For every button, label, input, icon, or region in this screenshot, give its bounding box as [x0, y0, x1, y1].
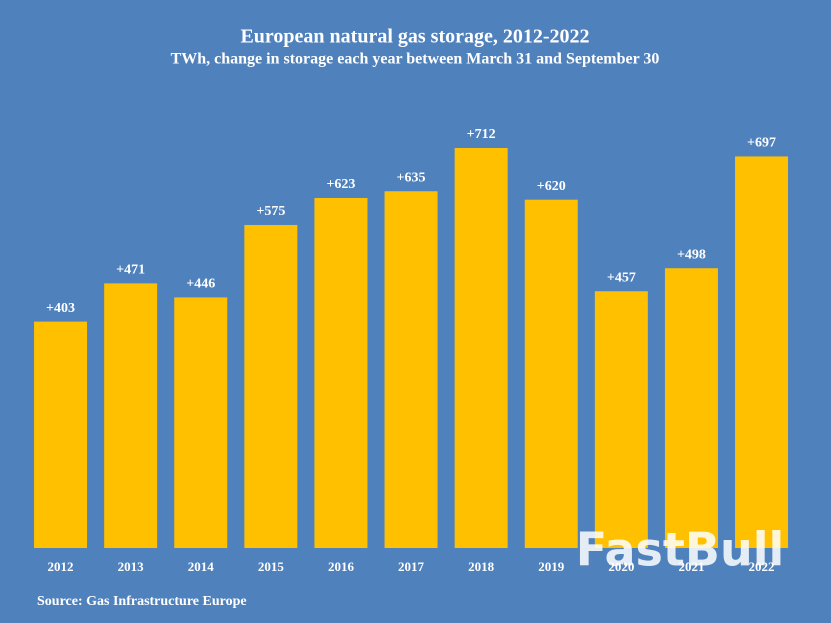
chart-subtitle: TWh, change in storage each year between…	[171, 51, 660, 68]
value-label: +471	[116, 263, 145, 278]
bar	[174, 297, 228, 548]
value-label: +697	[747, 136, 776, 151]
bar	[454, 148, 508, 548]
value-label: +712	[467, 127, 496, 142]
x-tick-label: 2013	[118, 559, 145, 574]
bar	[664, 268, 718, 548]
value-label: +403	[46, 301, 75, 316]
bar	[104, 283, 158, 548]
bar	[384, 191, 438, 548]
value-label: +620	[537, 179, 566, 194]
x-tick-label: 2018	[468, 559, 495, 574]
x-tick-label: 2012	[48, 559, 74, 574]
x-tick-label: 2017	[398, 559, 425, 574]
bar	[314, 198, 368, 548]
bar	[34, 321, 88, 548]
value-label: +575	[256, 204, 285, 219]
value-label: +498	[677, 247, 706, 262]
x-tick-label: 2015	[258, 559, 285, 574]
value-label: +635	[397, 170, 426, 185]
watermark: FastBull	[576, 523, 784, 577]
x-tick-label: 2014	[188, 559, 215, 574]
bar	[244, 224, 298, 548]
x-tick-label: 2022	[749, 559, 775, 574]
source: Source: Gas Infrastructure Europe	[37, 594, 247, 609]
value-label: +457	[607, 270, 636, 285]
value-label: +623	[326, 177, 355, 192]
x-tick-label: 2020	[608, 559, 634, 574]
value-label: +446	[186, 277, 215, 292]
x-tick-label: 2016	[328, 559, 355, 574]
bar	[524, 199, 578, 548]
x-tick-label: 2021	[678, 559, 704, 574]
bar	[594, 291, 648, 548]
chart-title: European natural gas storage, 2012-2022	[240, 26, 589, 48]
bar	[735, 156, 789, 548]
x-tick-label: 2019	[538, 559, 565, 574]
